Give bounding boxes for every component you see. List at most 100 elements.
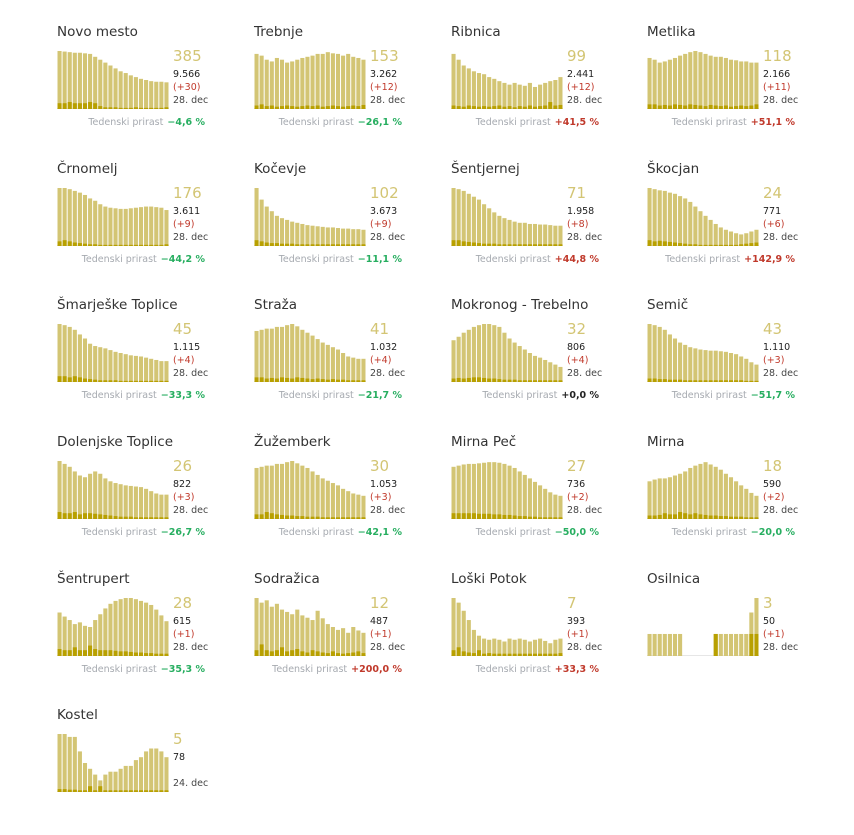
new-cases-bar xyxy=(67,102,72,109)
new-cases-bar xyxy=(113,380,118,382)
active-cases-bar xyxy=(279,218,285,246)
total-cases-count: 736 xyxy=(567,479,586,490)
active-cases-bar xyxy=(548,492,553,519)
new-cases-bar xyxy=(88,102,93,109)
weekly-growth: Tedenski prirast −21,7 % xyxy=(279,390,402,401)
new-cases-bar xyxy=(497,379,502,382)
new-cases-bar xyxy=(164,653,169,656)
active-cases-bar xyxy=(254,330,259,382)
municipality-card: Semič 43 1.110 (+3) 28. dec Tedenski prirast −… xyxy=(647,297,817,425)
active-cases-bar xyxy=(754,62,759,109)
total-cases-count: 2.441 xyxy=(567,69,595,80)
daily-delta: (+2) xyxy=(763,492,785,503)
active-cases-bar xyxy=(123,765,128,792)
active-cases-bar xyxy=(683,471,688,519)
active-cases-bar xyxy=(548,81,553,109)
active-cases-bar xyxy=(482,462,487,519)
active-cases-bar xyxy=(662,190,667,246)
new-cases-bar xyxy=(279,377,285,382)
data-date: 24. dec xyxy=(173,778,209,789)
new-cases-bar xyxy=(351,652,356,656)
active-cases-bar xyxy=(128,598,133,656)
new-cases-bar xyxy=(149,244,154,246)
new-cases-bar xyxy=(466,241,471,246)
active-cases-bar xyxy=(703,215,708,246)
case-bar-chart xyxy=(57,188,169,246)
active-cases-bar xyxy=(259,329,264,382)
new-cases-bar xyxy=(72,789,77,792)
new-cases-bar xyxy=(693,244,698,246)
active-cases-bar xyxy=(138,356,144,382)
active-cases-bar xyxy=(274,215,279,246)
active-cases-bar xyxy=(507,219,512,246)
new-cases-bar xyxy=(118,651,123,656)
new-cases-bar xyxy=(471,242,476,246)
weekly-growth-value: +200,0 % xyxy=(351,664,402,675)
active-cases-bar xyxy=(517,471,522,519)
active-cases-bar xyxy=(708,55,713,109)
active-cases-bar xyxy=(471,463,476,519)
new-cases-bar xyxy=(108,107,113,109)
active-cases-bar xyxy=(361,59,366,109)
new-cases-bar xyxy=(517,244,522,246)
municipality-card: Trebnje 153 3.262 (+12) 28. dec Tedenski prir… xyxy=(254,24,424,152)
active-cases-bar xyxy=(341,353,346,382)
active-cases-bar xyxy=(698,211,703,246)
new-cases-bar xyxy=(57,241,62,246)
new-cases-bar xyxy=(67,377,72,382)
new-cases-bar xyxy=(118,516,123,519)
new-cases-bar xyxy=(492,378,497,382)
new-cases-bar xyxy=(159,244,164,246)
weekly-growth-label: Tedenski prirast xyxy=(671,390,747,401)
active-cases-bar xyxy=(57,734,62,792)
active-cases-bar xyxy=(466,193,471,246)
active-cases-bar xyxy=(461,464,466,519)
active-cases-bar xyxy=(678,196,683,246)
data-date: 28. dec xyxy=(763,642,799,653)
active-cases-bar xyxy=(708,464,713,519)
active-cases-bar xyxy=(744,633,749,656)
new-cases-bar xyxy=(718,516,723,519)
new-cases-bar xyxy=(57,789,62,792)
new-cases-bar xyxy=(698,105,703,109)
new-cases-bar xyxy=(259,241,264,246)
new-cases-bar xyxy=(744,517,749,519)
active-cases-bar xyxy=(103,774,108,792)
new-cases-bar xyxy=(67,789,72,792)
active-cases-bar xyxy=(543,224,548,246)
new-cases-bar xyxy=(693,104,698,109)
active-cases-bar xyxy=(300,223,305,246)
new-cases-bar xyxy=(67,513,72,519)
active-cases-bar xyxy=(652,633,657,656)
weekly-growth-label: Tedenski prirast xyxy=(81,664,157,675)
new-cases-bar xyxy=(351,244,356,246)
active-cases-bar xyxy=(693,206,698,246)
case-bar-chart xyxy=(57,598,169,656)
active-cases-bar xyxy=(497,639,502,656)
active-cases-bar xyxy=(361,632,366,656)
active-cases-bar xyxy=(749,492,754,519)
active-cases-bar xyxy=(154,748,159,792)
active-cases-bar xyxy=(259,466,264,519)
new-cases-bar xyxy=(713,244,718,246)
active-cases-bar xyxy=(734,233,739,246)
active-cases-bar xyxy=(305,56,310,109)
municipality-name: Mirna xyxy=(647,434,685,450)
new-cases-bar xyxy=(67,241,72,246)
active-cases-bar xyxy=(264,465,269,519)
new-cases-bar xyxy=(512,107,517,109)
new-cases-bar xyxy=(749,517,754,519)
new-cases-bar xyxy=(683,513,688,519)
active-cases-bar xyxy=(310,471,315,519)
active-cases-count: 26 xyxy=(173,457,193,475)
active-cases-bar xyxy=(678,342,683,382)
total-cases-count: 9.566 xyxy=(173,69,201,80)
active-cases-bar xyxy=(279,609,285,656)
new-cases-bar xyxy=(548,653,553,656)
new-cases-bar xyxy=(527,653,532,656)
new-cases-bar xyxy=(82,378,88,382)
case-bar-chart xyxy=(647,188,759,246)
new-cases-bar xyxy=(461,513,466,519)
weekly-growth-label: Tedenski prirast xyxy=(475,117,551,128)
new-cases-bar xyxy=(113,107,118,109)
